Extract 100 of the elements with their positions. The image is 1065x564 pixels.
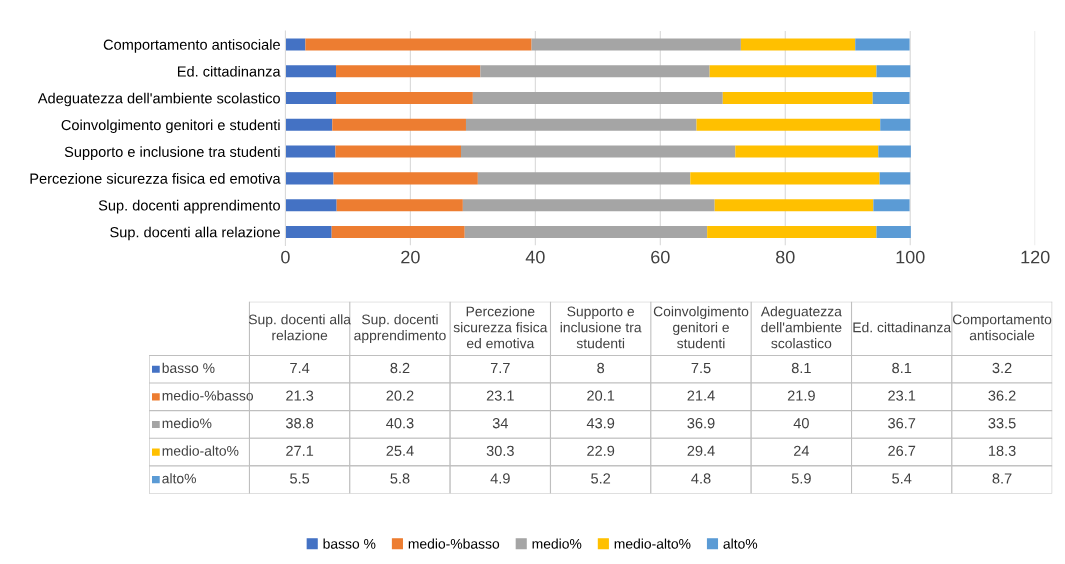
- x-tick-label: 20: [401, 250, 420, 264]
- x-tick-label: 40: [525, 250, 545, 264]
- bar: [285, 38, 306, 51]
- legend-label: basso %: [323, 538, 376, 549]
- y-tick-label: medio-%basso: [162, 390, 254, 401]
- bar: [462, 199, 715, 212]
- bar: [285, 118, 333, 131]
- bar: [873, 199, 910, 212]
- y-tick-label: Percezione sicurezza fisica ed emotiva: [30, 173, 281, 184]
- data-label: 5.4: [892, 473, 912, 484]
- data-label: 38.8: [285, 418, 314, 429]
- bar: [696, 118, 881, 131]
- legend-label: alto%: [723, 538, 758, 549]
- bar: [464, 225, 708, 238]
- bar: [336, 91, 473, 105]
- bar: [735, 145, 879, 158]
- data-label: 43.9: [586, 418, 615, 429]
- x-tick-label: Comportamento antisociale: [952, 314, 1052, 341]
- y-tick-label: medio%: [162, 417, 212, 429]
- bar: [477, 172, 691, 185]
- x-tick-label: 80: [776, 250, 795, 264]
- x-tick-label: 0: [281, 250, 290, 264]
- data-label: 7.5: [691, 362, 711, 374]
- bar: [335, 145, 461, 158]
- data-label: 7.4: [290, 362, 310, 374]
- bar: [285, 145, 336, 158]
- x-tick-label: 60: [651, 250, 670, 264]
- bar: [332, 118, 466, 131]
- bar: [740, 38, 856, 51]
- bar: [285, 172, 334, 185]
- data-label: 5.5: [290, 473, 310, 484]
- data-label: 5.9: [791, 473, 811, 484]
- x-tick-label: Supporto e inclusione tra studenti: [560, 306, 642, 349]
- data-label: 30.3: [486, 445, 514, 456]
- x-tick-label: 120: [1021, 250, 1050, 264]
- bar: [876, 65, 911, 78]
- legend-label: medio-alto%: [614, 538, 691, 549]
- data-label: 5.8: [390, 473, 410, 484]
- data-label: 33.5: [988, 418, 1016, 429]
- x-tick-label: Coinvolgimento genitori e studenti: [653, 306, 749, 349]
- bar: [722, 91, 873, 105]
- bar: [855, 38, 910, 51]
- data-label: 7.7: [490, 362, 510, 374]
- data-label: 8.2: [390, 362, 410, 374]
- bar: [531, 38, 741, 51]
- bar: [472, 91, 723, 105]
- bar: [878, 145, 911, 158]
- y-tick-label: Comportamento antisociale: [103, 39, 280, 53]
- data-label: 8.7: [992, 473, 1012, 484]
- x-tick-label: Percezione sicurezza fisica ed emotiva: [453, 306, 548, 349]
- bar: [876, 225, 911, 238]
- data-label: 23.1: [486, 390, 514, 401]
- bar: [336, 65, 481, 78]
- data-label: 36.2: [988, 390, 1016, 401]
- data-label: 36.9: [687, 418, 715, 429]
- x-tick-label: Sup. docenti apprendimento: [354, 314, 446, 344]
- data-label: 5.2: [591, 473, 611, 484]
- bar: [285, 225, 332, 238]
- data-label: 20.1: [587, 390, 615, 401]
- y-tick-label: Ed. cittadinanza: [177, 65, 281, 77]
- bar: [336, 199, 463, 212]
- data-label: 36.7: [888, 418, 916, 429]
- data-label: 29.4: [687, 445, 715, 456]
- y-tick-label: medio-alto%: [162, 445, 239, 456]
- bar: [285, 91, 337, 105]
- data-label: 25.4: [386, 445, 414, 456]
- bar: [305, 38, 532, 51]
- data-label: 8: [597, 362, 605, 374]
- data-label: 18.3: [988, 445, 1016, 456]
- data-label: 8.1: [791, 362, 811, 374]
- y-tick-label: Adeguatezza dell'ambiente scolastico: [37, 92, 280, 107]
- data-label: 21.9: [787, 390, 815, 401]
- data-label: 4.9: [490, 473, 510, 484]
- x-tick-label: Ed. cittadinanza: [853, 322, 952, 333]
- y-tick-label: Supporto e inclusione tra studenti: [64, 146, 280, 160]
- legend-label: medio%: [532, 538, 582, 549]
- bar: [460, 145, 736, 158]
- bar: [690, 172, 880, 185]
- data-label: 20.2: [386, 390, 414, 401]
- bar: [480, 65, 710, 78]
- y-tick-label: Sup. docenti apprendimento: [98, 199, 280, 214]
- bar: [333, 172, 478, 185]
- bar: [331, 225, 465, 238]
- bar: [285, 65, 337, 78]
- data-label: 22.9: [587, 445, 615, 456]
- bar: [465, 118, 697, 131]
- data-label: 40.3: [386, 418, 414, 429]
- data-label: 40: [793, 418, 809, 429]
- x-tick-label: Sup. docenti alla relazione: [248, 314, 351, 341]
- data-label: 3.2: [992, 362, 1012, 374]
- bar: [879, 172, 911, 185]
- x-tick-label: 100: [896, 250, 925, 264]
- data-label: 4.8: [691, 473, 711, 484]
- x-tick-label: Adeguatezza dell'ambiente scolastico: [760, 306, 842, 349]
- data-label: 8.1: [892, 362, 912, 374]
- bar: [880, 118, 911, 131]
- bar: [709, 65, 877, 78]
- y-tick-label: basso %: [162, 362, 215, 373]
- data-label: 21.4: [687, 390, 715, 401]
- y-tick-label: Sup. docenti alla relazione: [110, 226, 280, 241]
